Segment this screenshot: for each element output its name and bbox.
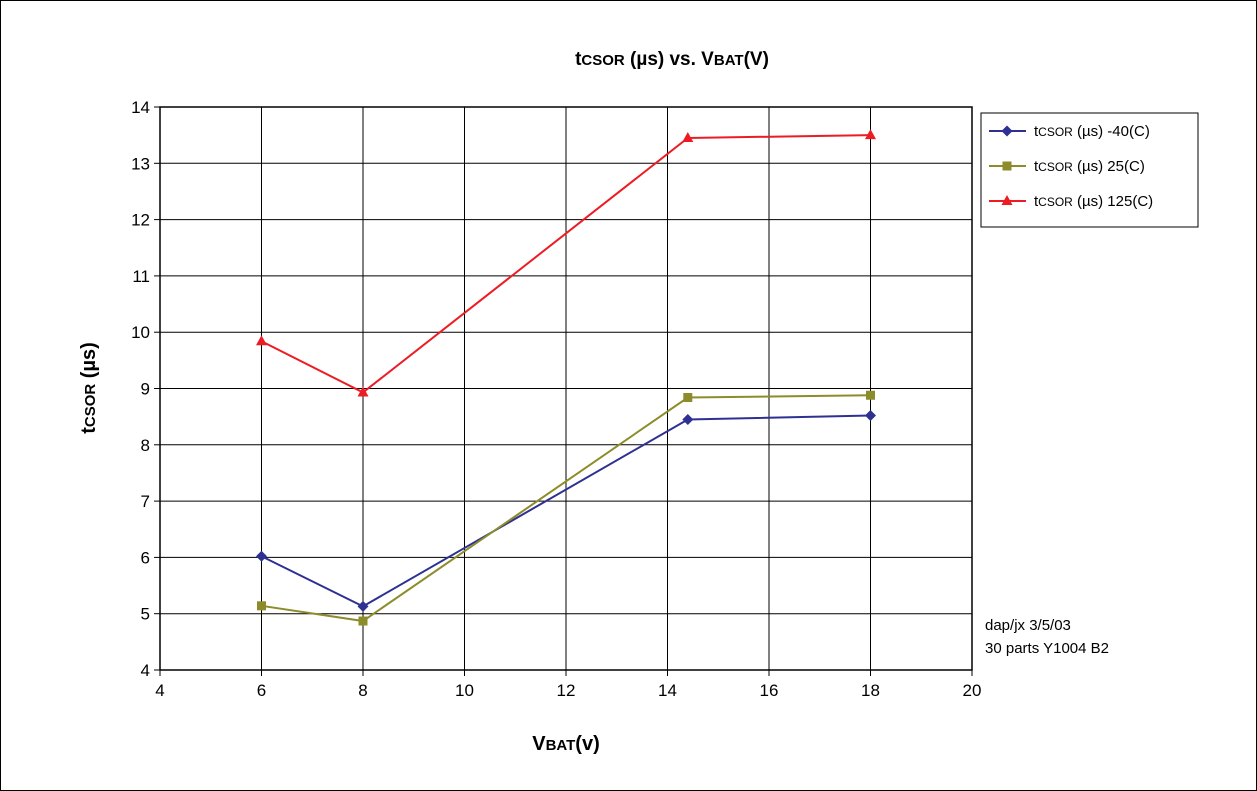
series-lines [256,129,876,626]
chart-title: tCSOR (µs) vs. VBAT(V) [575,49,769,70]
x-tick-labels: 4 6 8 10 12 14 16 18 20 [155,681,981,700]
data-point-0-2 [682,413,694,425]
legend-label-rest-2: (µs) 125(C) [1073,193,1153,210]
data-point-1-1 [358,616,368,626]
legend-entry-2: tCSOR (µs) 125(C) [989,193,1153,210]
legend-label-csor-1: CSOR [1038,160,1073,174]
series-line-1 [261,394,871,623]
title-t: t [575,49,582,70]
x-tick-label-8: 20 [963,681,982,700]
annotation-date: dap/jx 3/5/03 [985,617,1071,634]
xlabel-bat: BAT [546,737,576,754]
legend-label-2: tCSOR (µs) 125(C) [1034,193,1153,210]
xlabel-v: V [532,733,546,755]
x-tick-label-5: 14 [658,681,677,700]
series-0 [256,410,876,612]
y-tick-label-2: 6 [141,548,150,567]
legend-label-t-0: t [1034,123,1039,140]
legend-label-csor-0: CSOR [1038,125,1073,139]
data-point-2-2 [682,131,694,142]
title-bat: BAT [714,52,744,69]
ylabel-csor: CSOR [82,384,99,428]
x-tick-label-7: 18 [861,681,880,700]
title-end: (V) [744,49,769,70]
y-tick-label-1: 5 [141,605,150,624]
series-1 [257,390,875,626]
legend-entry-0: tCSOR (µs) -40(C) [989,123,1150,140]
legend-label-rest-1: (µs) 25(C) [1073,158,1145,175]
series-line-0 [261,414,871,608]
series-line-2 [261,134,871,394]
title-csor: CSOR [581,52,625,69]
x-axis-label: VBAT(v) [532,733,600,755]
x-tick-label-6: 16 [760,681,779,700]
y-axis-label: tCSOR (µs) [78,342,100,434]
legend-label-t-2: t [1034,193,1039,210]
data-point-2-0 [256,335,267,346]
x-tick-label-3: 10 [455,681,474,700]
y-tick-label-5: 9 [141,380,150,399]
legend-label-t-1: t [1034,158,1039,175]
legend-marker-0 [1001,125,1013,137]
data-point-0-3 [865,410,876,422]
x-tick-label-0: 4 [155,681,164,700]
legend-label-csor-2: CSOR [1038,195,1073,209]
legend-label-1: tCSOR (µs) 25(C) [1034,158,1145,175]
legend-marker-1 [1002,161,1012,171]
x-tick-label-4: 12 [557,681,576,700]
annotation-parts: 30 parts Y1004 B2 [985,640,1109,657]
x-tick-label-2: 8 [358,681,367,700]
legend-label-0: tCSOR (µs) -40(C) [1034,123,1150,140]
data-point-0-0 [256,550,267,562]
legend-entry-1: tCSOR (µs) 25(C) [989,158,1145,175]
series-2 [256,129,876,397]
y-tick-label-0: 4 [141,661,150,680]
legend-label-rest-0: (µs) -40(C) [1073,123,1150,140]
data-point-1-0 [257,601,266,611]
y-tick-label-7: 11 [132,267,150,286]
legend-marker-2 [1001,195,1013,205]
y-tick-label-4: 8 [141,436,150,455]
y-tick-labels: 4 5 6 7 8 9 10 11 12 13 14 [131,98,150,680]
data-point-2-3 [865,129,876,140]
y-tick-label-10: 14 [131,98,150,117]
data-point-0-1 [357,600,369,612]
ylabel-t: t [78,427,100,434]
data-point-1-3 [866,390,875,400]
x-tick-label-1: 6 [257,681,266,700]
y-tick-label-6: 10 [131,323,150,342]
ylabel-end: (µs) [78,342,100,384]
title-mid: (µs) vs. V [625,49,714,70]
xlabel-end: (v) [575,733,599,755]
y-tick-label-8: 12 [131,211,150,230]
plot-area-border [159,106,973,671]
gridlines [154,106,973,676]
data-point-2-1 [357,386,369,397]
y-tick-label-3: 7 [141,492,150,511]
legend: tCSOR (µs) -40(C)tCSOR (µs) 25(C)tCSOR (… [980,112,1199,228]
data-point-1-2 [683,393,693,403]
y-tick-label-9: 13 [131,154,150,173]
